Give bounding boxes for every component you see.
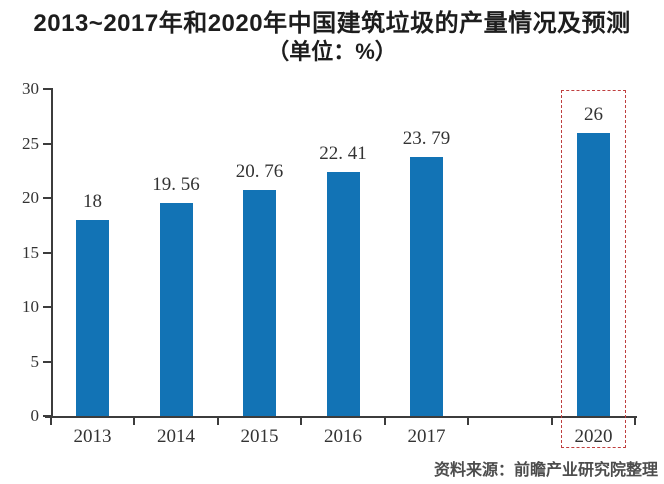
x-tick [216,418,219,425]
y-tick [43,360,52,363]
y-tick [43,306,52,308]
source-note: 资料来源：前瞻产业研究院整理 [433,462,658,479]
y-tick-label: 30 [22,79,39,98]
bar-2016 [326,171,360,416]
y-axis [51,88,53,418]
x-axis-label: 2013 [73,426,112,447]
y-tick-label: 0 [30,406,40,425]
x-tick [467,418,470,425]
y-tick-label: 25 [22,133,39,153]
x-axis-label: 2016 [324,426,362,447]
y-tick-label: 5 [30,351,40,371]
bar-value-label: 19. 56 [152,173,200,195]
x-tick [634,418,637,425]
x-tick [49,418,52,425]
y-tick [43,251,52,254]
bar-2017 [410,156,443,416]
bar-2015 [243,189,276,416]
y-tick-label: 20 [22,188,39,207]
bar-value-label: 23. 79 [402,127,451,149]
bar-2013 [76,219,109,416]
x-axis-label: 2017 [407,426,446,447]
y-tick [43,142,52,145]
y-tick-label: 10 [22,297,39,316]
y-tick [43,88,52,90]
bar-2020 [577,132,610,416]
y-tick [43,415,52,417]
x-axis-label: 2014 [157,426,195,447]
chart-title-line2: （单位：%） [267,39,397,64]
bar-2014 [159,202,193,416]
x-axis-label: 2015 [240,426,279,447]
y-tick [43,197,52,199]
bar-value-label: 22. 41 [319,142,367,164]
bar-value-label: 20. 76 [235,160,284,182]
bar-value-label: 18 [83,190,102,212]
y-tick-label: 15 [22,242,39,262]
chart-title-line1: 2013~2017年和2020年中国建筑垃圾的产量情况及预测 [33,10,631,37]
x-axis-label: 2020 [574,426,613,447]
highlight-box [561,90,626,448]
x-tick [300,418,303,425]
x-tick [383,418,386,425]
x-axis [45,416,637,418]
chart-title: 2013~2017年和2020年中国建筑垃圾的产量情况及预测 （单位：%） [0,8,664,65]
bar-value-label: 26 [584,103,603,125]
x-tick [133,418,136,425]
x-tick [550,418,553,425]
